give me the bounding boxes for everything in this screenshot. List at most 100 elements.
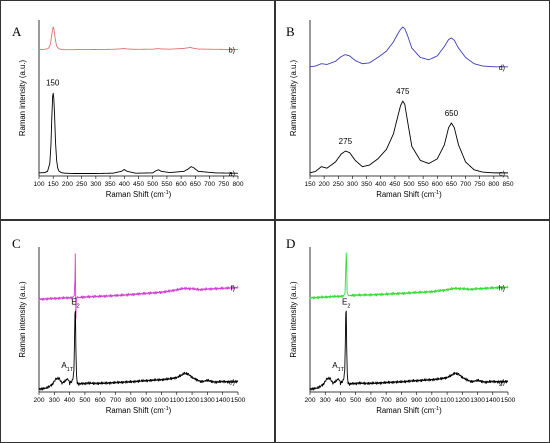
x-tick-label: 350 xyxy=(361,181,372,188)
series-line-a xyxy=(38,92,238,174)
x-axis-title-main: Raman Shift (cm xyxy=(106,406,164,415)
x-axis-title-sup: -1 xyxy=(434,406,439,412)
panel-letter: C xyxy=(12,236,21,251)
x-tick-label: 600 xyxy=(432,181,443,188)
x-tick-label: 900 xyxy=(411,397,422,404)
y-axis-title: Raman intensity (a.u.) xyxy=(289,281,298,358)
peak-label-main: A xyxy=(332,361,338,370)
x-tick-label: 200 xyxy=(304,397,315,404)
panel-letter: B xyxy=(286,24,295,39)
x-tick-label: 300 xyxy=(49,397,60,404)
x-tick-label: 500 xyxy=(350,397,361,404)
x-tick-label: 200 xyxy=(33,397,44,404)
x-tick-label: 250 xyxy=(333,181,344,188)
x-tick-label: 550 xyxy=(418,181,429,188)
x-axis-title: Raman Shift (cm-1) xyxy=(376,190,442,199)
series-line-g xyxy=(309,310,509,391)
x-tick-label: 300 xyxy=(347,181,358,188)
x-tick-label: 1500 xyxy=(501,397,516,404)
peak-label: 275 xyxy=(339,137,353,146)
peak-label: E2 xyxy=(71,297,79,309)
x-tick-label: 1000 xyxy=(154,397,169,404)
x-tick-label: 800 xyxy=(488,181,499,188)
peak-label-sub: 2 xyxy=(347,303,350,309)
panel-letter: A xyxy=(12,24,22,39)
x-tick-label: 800 xyxy=(396,397,407,404)
series-line-b xyxy=(38,26,238,51)
x-tick-label: 250 xyxy=(76,181,87,188)
x-tick-label: 600 xyxy=(176,181,187,188)
x-axis-title-sup: -1 xyxy=(434,190,439,196)
x-axis-title: Raman Shift (cm-1) xyxy=(106,190,172,199)
x-tick-label: 550 xyxy=(161,181,172,188)
y-axis-title: Raman intensity (a.u.) xyxy=(18,281,27,358)
peak-label: A1T xyxy=(61,361,73,373)
series-line-c xyxy=(309,100,508,174)
x-tick-label: 700 xyxy=(460,181,471,188)
series-line-h xyxy=(309,252,509,300)
peak-label-sub: 1T xyxy=(67,367,74,373)
trace-label: c) xyxy=(499,171,505,178)
x-tick-label: 1300 xyxy=(200,397,215,404)
x-tick-label: 750 xyxy=(218,181,229,188)
x-tick-label: 500 xyxy=(147,181,158,188)
x-tick-label: 1400 xyxy=(485,397,500,404)
x-tick-label: 700 xyxy=(381,397,392,404)
x-tick-label: 200 xyxy=(319,181,330,188)
x-tick-label: 300 xyxy=(320,397,331,404)
peak-label-main: 275 xyxy=(339,137,353,146)
x-axis-title-close: ) xyxy=(169,190,172,199)
x-axis-title-close: ) xyxy=(439,190,442,199)
x-axis-title-close: ) xyxy=(169,406,172,415)
x-tick-label: 700 xyxy=(204,181,215,188)
trace-label: b) xyxy=(229,47,235,54)
x-tick-label: 600 xyxy=(95,397,106,404)
x-tick-label: 150 xyxy=(48,181,59,188)
peak-label-main: 150 xyxy=(46,79,60,88)
x-axis-title-sup: -1 xyxy=(164,406,169,412)
x-tick-label: 600 xyxy=(365,397,376,404)
peak-label: E2 xyxy=(342,297,350,309)
x-axis-title-main: Raman Shift (cm xyxy=(376,190,434,199)
peak-label: 150 xyxy=(46,79,60,88)
peak-label-main: 475 xyxy=(396,87,410,96)
trace-label: e) xyxy=(229,380,235,387)
x-tick-label: 650 xyxy=(190,181,201,188)
x-tick-label: 450 xyxy=(133,181,144,188)
x-tick-label: 500 xyxy=(79,397,90,404)
x-axis-title-main: Raman Shift (cm xyxy=(376,406,434,415)
x-tick-label: 1100 xyxy=(440,397,455,404)
peak-label: 475 xyxy=(396,87,410,96)
peak-label-main: E xyxy=(342,297,347,306)
x-tick-label: 400 xyxy=(375,181,386,188)
x-axis-title: Raman Shift (cm-1) xyxy=(106,406,172,415)
y-axis-title: Raman intensity (a.u.) xyxy=(18,59,27,136)
x-tick-label: 500 xyxy=(403,181,414,188)
x-tick-label: 450 xyxy=(389,181,400,188)
x-tick-label: 850 xyxy=(502,181,513,188)
x-tick-label: 1200 xyxy=(455,397,470,404)
x-tick-label: 1100 xyxy=(170,397,185,404)
panel-frame xyxy=(0,0,275,220)
x-axis-title-close: ) xyxy=(439,406,442,415)
x-tick-label: 1300 xyxy=(470,397,485,404)
panel-letter: D xyxy=(286,236,295,251)
trace-label: d) xyxy=(499,65,505,72)
trace-label: f) xyxy=(231,286,235,293)
series-line-e xyxy=(38,310,239,391)
peak-label: 650 xyxy=(445,109,459,118)
x-tick-label: 400 xyxy=(119,181,130,188)
y-axis-title: Raman intensity (a.u.) xyxy=(289,59,298,136)
peak-label-sub: 1T xyxy=(338,367,345,373)
panel-d: D 200 300 400 500 600 700 800 900 1000 1100 1200 130… xyxy=(275,220,550,443)
peak-label-main: A xyxy=(61,361,67,370)
x-tick-label: 800 xyxy=(232,181,243,188)
x-tick-label: 300 xyxy=(90,181,101,188)
trace-label: a) xyxy=(229,171,235,178)
x-tick-label: 800 xyxy=(125,397,136,404)
x-tick-label: 400 xyxy=(64,397,75,404)
x-tick-label: 400 xyxy=(335,397,346,404)
x-axis-title-main: Raman Shift (cm xyxy=(106,190,164,199)
